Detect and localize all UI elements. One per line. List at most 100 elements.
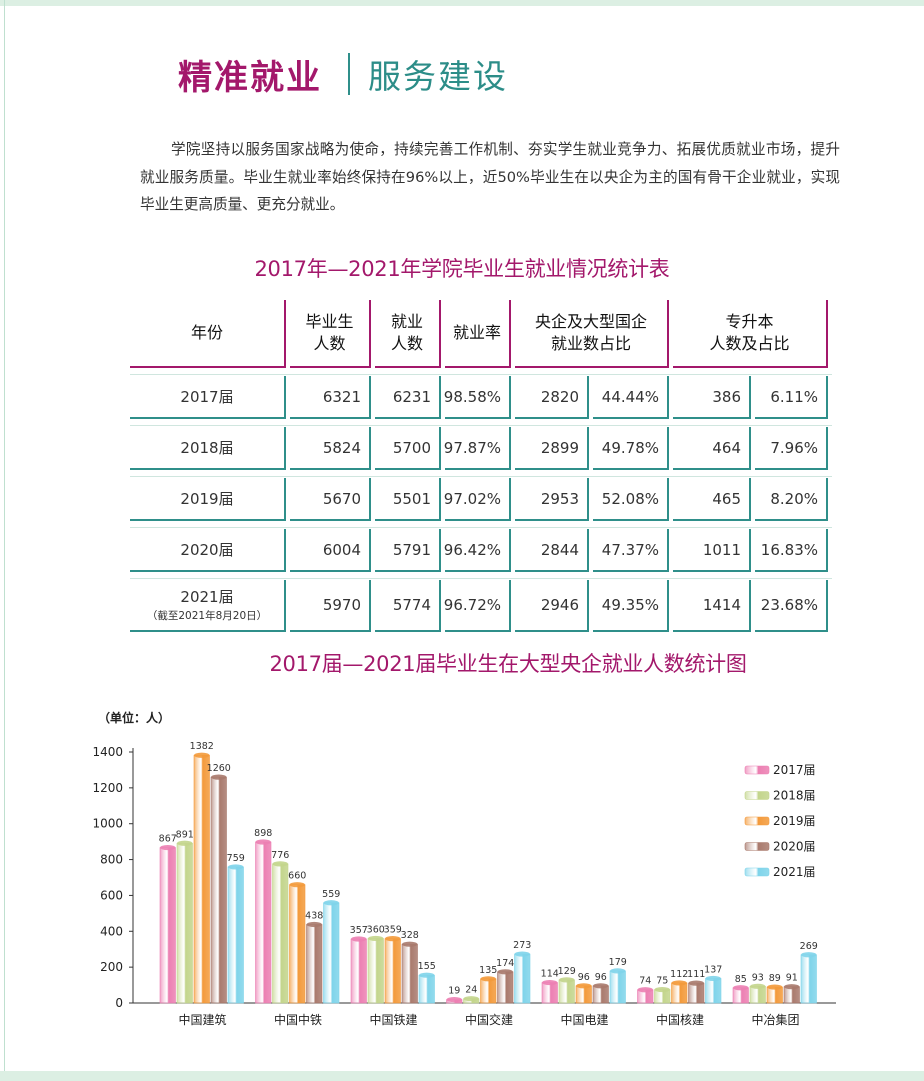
- bar: [323, 902, 340, 1004]
- row-divider: [130, 476, 832, 477]
- category-label: 中国交建: [465, 1012, 513, 1027]
- bar: [367, 938, 384, 1004]
- bar-top: [593, 983, 609, 989]
- table-cell-rate: 97.02%: [444, 478, 511, 521]
- bar: [800, 954, 817, 1004]
- table-cell-upgrade_pct: 16.83%: [755, 529, 828, 572]
- bar-top: [323, 900, 339, 906]
- table-cell-graduates: 5824: [290, 427, 371, 470]
- bar-top: [497, 969, 513, 975]
- bar-top: [801, 952, 817, 958]
- data-label: 96: [578, 972, 590, 983]
- title-separator: [348, 53, 350, 95]
- bar-top: [368, 935, 384, 942]
- category-label: 中国中铁: [274, 1012, 322, 1027]
- table-cell-employed: 6231: [375, 376, 441, 419]
- bar: [350, 938, 367, 1004]
- bottom-band: [0, 1071, 924, 1081]
- page-title: 精准就业: [178, 57, 322, 98]
- bar-top: [559, 977, 575, 983]
- table-cell-graduates: 5970: [290, 580, 371, 632]
- bar: [609, 970, 626, 1004]
- data-label: 867: [159, 834, 177, 845]
- bar-top: [610, 968, 626, 974]
- data-label: 898: [254, 828, 272, 839]
- y-tick-label: 800: [100, 853, 123, 867]
- data-label: 19: [448, 986, 460, 997]
- table-cell-employed: 5774: [375, 580, 441, 632]
- data-label: 93: [752, 972, 764, 983]
- bar-top: [402, 941, 418, 947]
- table-cell-upgrade_pct: 7.96%: [755, 427, 828, 470]
- table-row-year: 2018届: [130, 427, 286, 470]
- table-cell-employed: 5700: [375, 427, 441, 470]
- year-label: 2019届: [180, 489, 234, 508]
- data-label: 360: [367, 924, 385, 935]
- bar: [514, 953, 531, 1004]
- table-cell-employed: 5501: [375, 478, 441, 521]
- bar-top: [351, 936, 367, 942]
- data-label: 660: [288, 871, 306, 882]
- legend-label: 2019届: [773, 814, 816, 828]
- employment-chart: （单位：人） 0 200 400 600 800 1000 1200 1400 中国建筑 中国中铁…: [92, 710, 836, 1027]
- year-label: 2020届: [180, 540, 234, 559]
- data-label: 776: [271, 850, 289, 861]
- data-label: 438: [305, 910, 323, 921]
- table-cell-rate: 98.58%: [444, 376, 511, 419]
- table-header-cell: 年份: [130, 300, 286, 368]
- page-subtitle: 服务建设: [368, 57, 508, 96]
- data-label: 174: [496, 958, 514, 969]
- table-header-cell: 毕业生 人数: [290, 300, 371, 368]
- data-label: 85: [735, 974, 747, 985]
- data-label: 24: [465, 985, 477, 996]
- data-label: 891: [176, 829, 194, 840]
- table-cell-rate: 96.42%: [444, 529, 511, 572]
- data-label: 179: [609, 957, 627, 968]
- intro-paragraph: 学院坚持以服务国家战略为使命，持续完善工作机制、夯实学生就业竞争力、拓展优质就业…: [140, 141, 840, 213]
- bar: [705, 978, 722, 1004]
- table-cell-upgrade_count: 464: [673, 427, 751, 470]
- category-label: 中冶集团: [751, 1012, 799, 1027]
- year-label: 2021届: [180, 588, 234, 606]
- table-cell-soe_pct: 44.44%: [593, 376, 669, 419]
- data-label: 759: [227, 853, 245, 864]
- table-cell-upgrade_pct: 6.11%: [755, 376, 828, 419]
- page-heading: 精准就业 服务建设: [178, 52, 508, 98]
- table-cell-upgrade_pct: 23.68%: [755, 580, 828, 632]
- bar: [418, 974, 435, 1004]
- table-cell-soe_count: 2946: [515, 580, 589, 632]
- table-cell-soe_pct: 49.35%: [593, 580, 669, 632]
- data-label: 357: [350, 925, 368, 936]
- table-cell-upgrade_count: 1011: [673, 529, 751, 572]
- data-label: 155: [418, 961, 436, 972]
- y-tick-label: 0: [115, 996, 123, 1010]
- bar-top: [255, 839, 271, 845]
- data-label: 75: [656, 976, 668, 987]
- data-label: 1382: [190, 741, 214, 752]
- data-label: 135: [479, 965, 497, 976]
- y-tick-label: 600: [100, 888, 123, 902]
- table-cell-soe_count: 2953: [515, 478, 589, 521]
- data-label: 129: [558, 966, 576, 977]
- bar: [480, 978, 497, 1004]
- table-row-year: 2019届: [130, 478, 286, 521]
- data-label: 1260: [207, 763, 231, 774]
- bar: [497, 971, 514, 1004]
- legend-swatch: [744, 791, 770, 800]
- row-divider: [130, 578, 832, 579]
- row-divider: [130, 425, 832, 426]
- y-tick-label: 1200: [92, 781, 123, 795]
- table-row-year: 2021届 （截至2021年8月20日）: [130, 580, 286, 632]
- data-label: 269: [800, 941, 818, 952]
- bar: [306, 924, 323, 1004]
- bar: [176, 842, 193, 1004]
- table-cell-graduates: 6321: [290, 376, 371, 419]
- legend-label: 2017届: [773, 763, 816, 777]
- table-cell-soe_pct: 47.37%: [593, 529, 669, 572]
- data-label: 273: [513, 940, 531, 951]
- table-header-cell: 央企及大型国企 就业数占比: [515, 300, 669, 368]
- bar-top: [463, 996, 479, 1002]
- table-row-year: 2020届: [130, 529, 286, 572]
- bar-top: [671, 980, 687, 986]
- data-label: 559: [322, 889, 340, 900]
